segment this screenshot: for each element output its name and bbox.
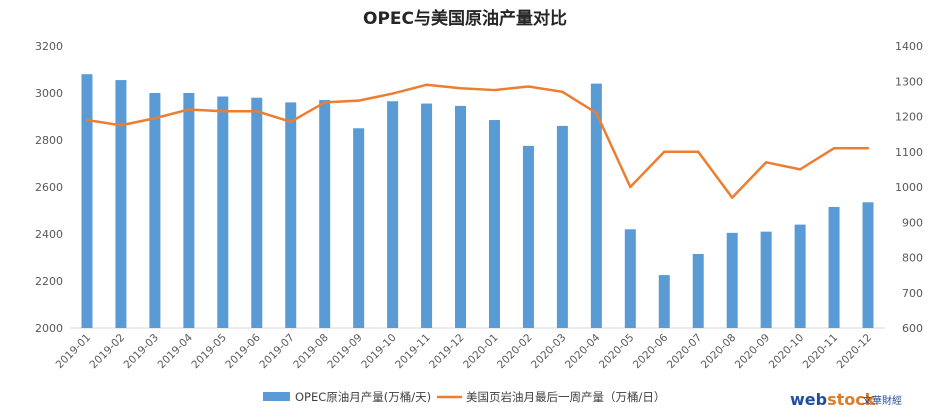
opec-bar	[285, 102, 297, 329]
opec-bar	[115, 80, 127, 328]
shale-point	[697, 150, 700, 153]
opec-bar	[81, 74, 93, 328]
left-axis-ticks: 2000 2200 2400 2600 2800 3000 3200	[35, 40, 63, 335]
shale-point	[866, 147, 870, 150]
opec-bar	[421, 103, 433, 328]
opec-bar	[522, 145, 534, 328]
opec-bar	[760, 231, 772, 328]
shale-point	[187, 108, 191, 111]
opec-bar	[658, 275, 670, 328]
opec-bar	[217, 96, 229, 329]
opec-bar	[692, 253, 704, 328]
left-tick-label: 3200	[35, 40, 63, 53]
opec-bar	[149, 93, 161, 328]
shale-point	[391, 92, 394, 95]
right-tick-label: 800	[902, 252, 923, 265]
opec-bar	[319, 100, 331, 328]
left-tick-label: 3000	[35, 87, 63, 100]
right-tick-label: 900	[902, 216, 923, 229]
left-tick-label: 2000	[35, 322, 63, 335]
opec-bar	[862, 202, 874, 328]
right-tick-label: 1200	[895, 111, 923, 124]
right-tick-label: 1400	[895, 40, 923, 53]
shale-line-series	[85, 83, 870, 199]
left-tick-label: 2600	[35, 181, 63, 194]
shale-point	[561, 90, 564, 94]
right-tick-label: 700	[902, 287, 923, 300]
legend-label-shale: 美国页岩油月最后一周产量（万桶/日）	[466, 390, 665, 404]
legend-label-opec: OPEC原油月产量(万桶/天)	[295, 390, 431, 404]
right-tick-label: 600	[902, 322, 923, 335]
shale-point	[730, 196, 734, 199]
shale-point	[221, 110, 225, 113]
shale-point	[764, 161, 768, 164]
left-tick-label: 2400	[35, 228, 63, 241]
right-tick-label: 1300	[895, 75, 923, 88]
opec-bar	[828, 206, 840, 328]
watermark-logo: webstock	[790, 390, 876, 409]
opec-bar	[488, 120, 500, 329]
opec-bar	[556, 125, 568, 329]
shale-line	[86, 83, 869, 199]
legend: OPEC原油月产量(万桶/天) 美国页岩油月最后一周产量（万桶/日）	[263, 390, 665, 404]
shale-point	[527, 85, 530, 88]
shale-point	[595, 111, 598, 115]
left-tick-label: 2800	[35, 134, 63, 147]
opec-bars	[81, 74, 874, 329]
shale-point	[289, 120, 292, 123]
shale-point	[425, 83, 428, 86]
chart-title: OPEC与美国原油产量对比	[363, 8, 567, 29]
opec-bar	[726, 232, 738, 328]
wenhua-watermark: webstock 文華財經	[790, 390, 902, 409]
opec-bar	[794, 224, 806, 328]
opec-bar	[590, 83, 602, 328]
watermark-cn-text: 文華財經	[862, 394, 902, 407]
shale-point	[798, 168, 802, 171]
opec-bar	[455, 105, 467, 328]
opec-bar	[624, 229, 636, 328]
shale-point	[629, 185, 632, 189]
shale-point	[357, 99, 360, 102]
shale-point	[663, 150, 666, 153]
legend-swatch-opec	[263, 392, 290, 401]
shale-point	[459, 87, 462, 90]
shale-point	[153, 117, 157, 120]
opec-bar	[353, 128, 365, 328]
shale-point	[323, 101, 326, 104]
shale-point	[832, 147, 836, 150]
opec-bar	[183, 93, 195, 328]
shale-point	[119, 124, 123, 127]
shale-point	[255, 110, 258, 113]
opec-bar	[387, 101, 399, 328]
opec-bar	[251, 97, 263, 328]
shale-point	[493, 88, 496, 92]
right-tick-label: 1000	[895, 181, 923, 194]
left-tick-label: 2200	[35, 275, 63, 288]
shale-point	[85, 118, 89, 122]
right-tick-label: 1100	[895, 146, 923, 159]
right-axis-ticks: 600 700 800 900 1000 1100 1200 1300 1400	[895, 40, 923, 335]
